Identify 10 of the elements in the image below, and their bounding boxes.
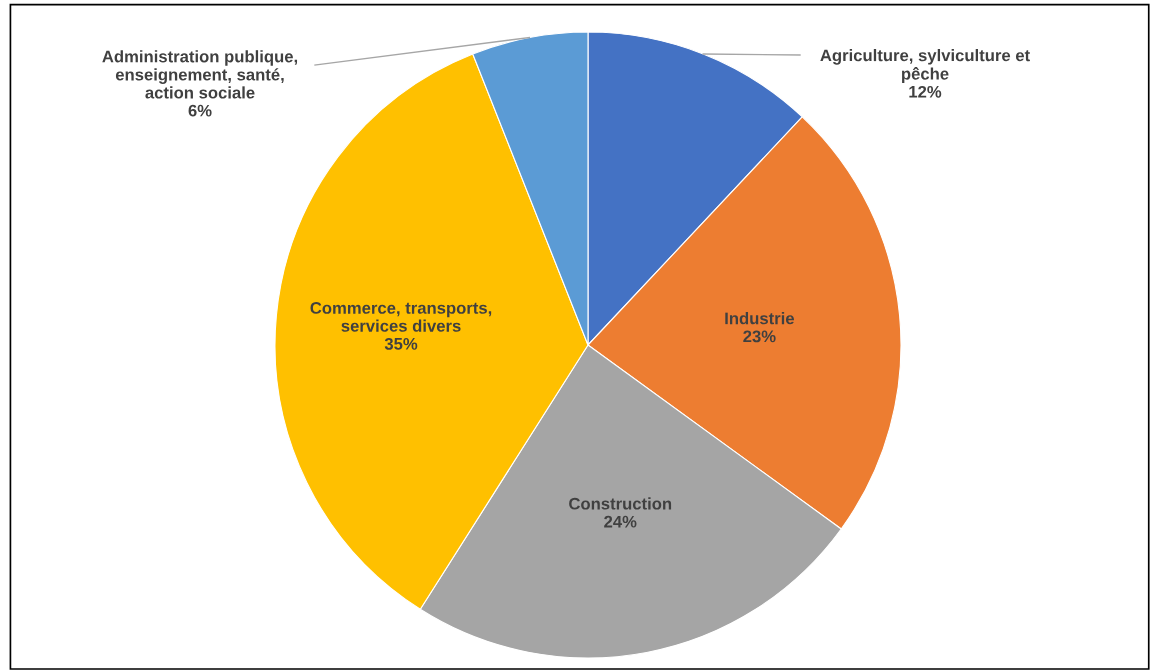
slice-label: Commerce, transports, services divers [310, 302, 492, 332]
slice-label: Administration publique, enseignement, santé, action sociale [102, 50, 298, 99]
slice-label: Agriculture, sylviculture et pêche [820, 49, 1030, 84]
slice-label: Industrie [725, 312, 795, 325]
data-label: 6% [188, 104, 212, 117]
data-label: 12% [909, 85, 942, 98]
data-label: 23% [743, 330, 776, 343]
slice-label: Construction [569, 497, 672, 510]
data-label: 24% [604, 515, 637, 528]
data-label: 35% [384, 337, 418, 350]
